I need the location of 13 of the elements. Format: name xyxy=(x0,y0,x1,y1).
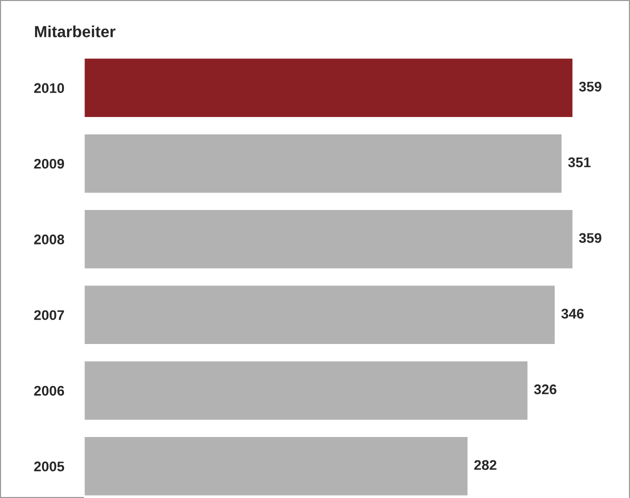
data-label: 359 xyxy=(579,233,602,243)
data-label: 282 xyxy=(474,460,496,470)
data-label: 359 xyxy=(579,82,602,92)
data-label: 326 xyxy=(534,384,556,394)
y-tick-label: 2006 xyxy=(34,386,64,396)
y-tick-label: 2009 xyxy=(34,158,64,169)
y-tick-label: 2005 xyxy=(34,462,64,472)
chart-title: Mitarbeiter xyxy=(35,26,116,38)
data-label: 351 xyxy=(568,157,591,168)
y-tick-label: 2010 xyxy=(34,83,64,94)
y-tick-label: 2007 xyxy=(34,310,64,320)
data-label: 346 xyxy=(561,308,584,319)
y-tick-label: 2008 xyxy=(34,234,64,244)
